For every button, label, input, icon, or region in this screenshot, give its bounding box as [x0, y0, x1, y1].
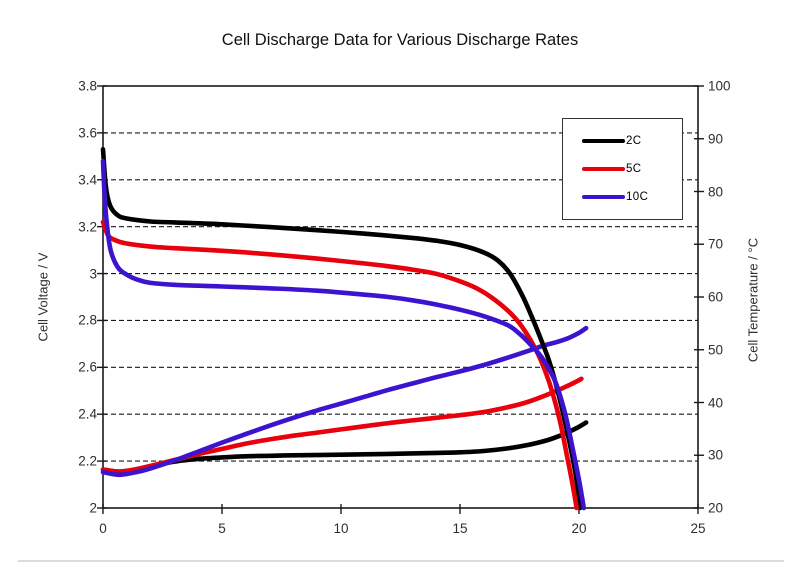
- y-left-tick-label: 2.8: [78, 312, 97, 328]
- y-axis-left-title: Cell Voltage / V: [35, 252, 51, 342]
- legend-entry: 10C: [582, 191, 682, 203]
- legend-entry: 5C: [582, 163, 682, 175]
- legend-entry: 2C: [582, 135, 682, 147]
- y-right-tick-label: 50: [708, 342, 724, 358]
- y-left-tick-label: 3.6: [78, 125, 97, 141]
- x-tick-label: 0: [99, 521, 107, 536]
- legend-line-swatch: [582, 139, 625, 143]
- y-left-tick-label: 3.8: [78, 78, 97, 94]
- legend-line-swatch: [582, 195, 625, 199]
- bottom-edge-line: [18, 560, 784, 562]
- legend-label: 10C: [626, 191, 649, 203]
- y-axis-right-title: Cell Temperature / °C: [745, 237, 761, 363]
- curve-5c-voltage: [100, 219, 579, 511]
- y-right-tick-label: 30: [708, 447, 724, 463]
- y-right-tick-label: 60: [708, 289, 724, 305]
- x-tick-label: 15: [452, 521, 468, 536]
- y-left-tick-label: 3.2: [78, 219, 97, 235]
- y-left-tick-label: 2.6: [78, 359, 97, 375]
- x-tick-label: 10: [333, 521, 349, 536]
- y-left-tick-label: 2.2: [78, 453, 97, 469]
- y-left-tick-label: 3: [89, 266, 97, 282]
- y-right-tick-label: 70: [708, 236, 724, 252]
- legend-label: 2C: [626, 135, 642, 147]
- y-left-tick-label: 3.4: [78, 172, 97, 188]
- legend: 2C 5C 10C: [562, 118, 683, 220]
- legend-label: 5C: [626, 163, 642, 175]
- x-tick-label: 25: [690, 521, 706, 536]
- y-right-tick-label: 90: [708, 131, 724, 147]
- x-tick-label: 5: [218, 521, 226, 536]
- x-tick-label: 20: [571, 521, 587, 536]
- y-left-tick-label: 2: [89, 500, 97, 516]
- curve-10c-temperature: [100, 325, 589, 478]
- y-right-tick-label: 80: [708, 184, 724, 199]
- y-right-tick-label: 40: [708, 395, 724, 410]
- curve-10c-voltage: [100, 158, 587, 511]
- curve-5c-temperature: [100, 376, 584, 474]
- legend-line-swatch: [582, 167, 625, 171]
- y-left-tick-label: 2.4: [78, 406, 97, 422]
- y-right-tick-label: 20: [708, 500, 724, 516]
- chart-title: Cell Discharge Data for Various Discharg…: [221, 31, 579, 49]
- y-right-tick-label: 100: [708, 78, 731, 94]
